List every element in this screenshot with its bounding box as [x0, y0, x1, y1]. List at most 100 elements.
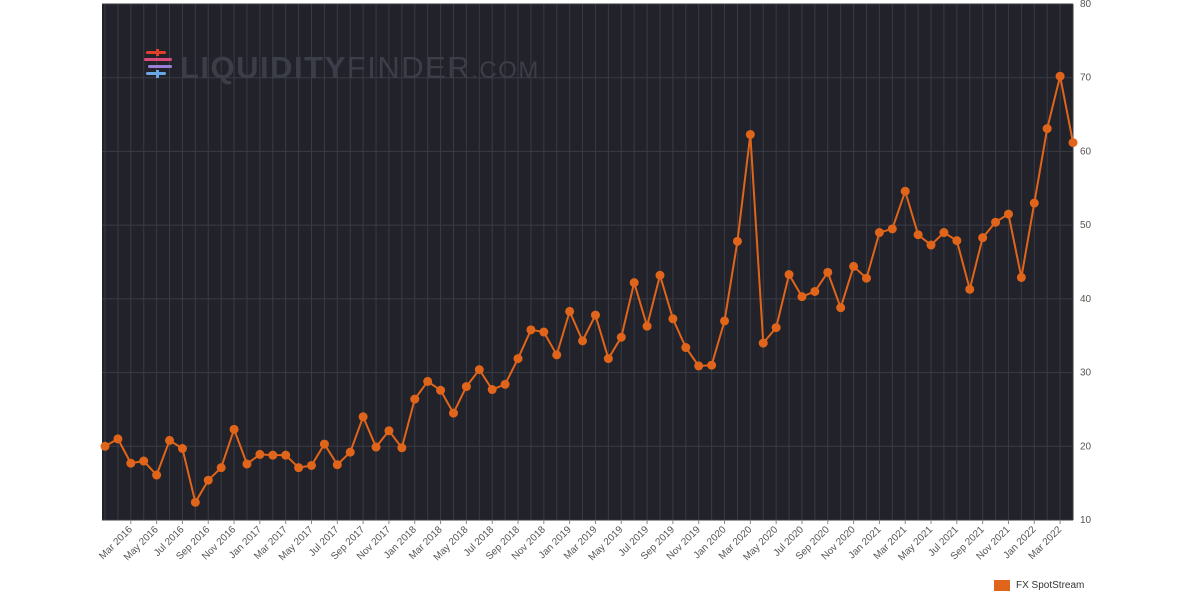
- data-point[interactable]: [358, 412, 368, 422]
- data-point[interactable]: [190, 497, 200, 507]
- data-point[interactable]: [1055, 71, 1065, 81]
- data-point[interactable]: [100, 441, 110, 451]
- data-point[interactable]: [500, 379, 510, 389]
- data-point[interactable]: [784, 270, 794, 280]
- data-point[interactable]: [126, 458, 136, 468]
- data-point[interactable]: [165, 435, 175, 445]
- data-point[interactable]: [1016, 272, 1026, 282]
- data-point[interactable]: [1029, 198, 1039, 208]
- data-point[interactable]: [371, 442, 381, 452]
- data-point[interactable]: [474, 365, 484, 375]
- data-point[interactable]: [1068, 138, 1078, 148]
- gridlines: [102, 3, 1074, 521]
- data-point[interactable]: [874, 228, 884, 238]
- legend-swatch-icon: [994, 580, 1010, 591]
- data-point[interactable]: [255, 449, 265, 459]
- data-point[interactable]: [926, 240, 936, 250]
- data-point[interactable]: [423, 376, 433, 386]
- data-point[interactable]: [590, 310, 600, 320]
- data-point[interactable]: [513, 354, 523, 364]
- watermark-brand-com: .COM: [471, 57, 540, 84]
- data-point[interactable]: [461, 382, 471, 392]
- y-tick-label: 60: [1080, 146, 1092, 157]
- legend[interactable]: FX SpotStream: [994, 580, 1084, 591]
- data-point[interactable]: [797, 292, 807, 302]
- y-axis: 10 20 30 40 50 60 70 80: [1080, 0, 1092, 526]
- y-tick-label: 70: [1080, 73, 1092, 84]
- data-point[interactable]: [758, 338, 768, 348]
- data-point[interactable]: [448, 408, 458, 418]
- y-tick-label: 30: [1080, 368, 1092, 379]
- plot-area: [102, 4, 1073, 520]
- data-point[interactable]: [603, 354, 613, 364]
- data-point[interactable]: [410, 394, 420, 404]
- data-point[interactable]: [1003, 209, 1013, 219]
- series-line: [104, 76, 1074, 505]
- data-point[interactable]: [978, 233, 988, 243]
- watermark-brand-liquidity: LIQUIDITY: [180, 50, 347, 85]
- data-point[interactable]: [642, 321, 652, 331]
- data-point[interactable]: [216, 463, 226, 473]
- data-point[interactable]: [655, 270, 665, 280]
- data-point[interactable]: [113, 434, 123, 444]
- y-tick-label: 20: [1080, 441, 1092, 452]
- data-point[interactable]: [578, 336, 588, 346]
- data-point[interactable]: [668, 314, 678, 324]
- data-point[interactable]: [836, 303, 846, 313]
- watermark: LIQUIDITYFINDER.COM: [144, 49, 540, 85]
- data-point[interactable]: [177, 443, 187, 453]
- data-point[interactable]: [900, 186, 910, 196]
- data-point[interactable]: [991, 217, 1001, 227]
- data-point[interactable]: [810, 286, 820, 296]
- data-point[interactable]: [487, 385, 497, 395]
- data-point[interactable]: [1042, 124, 1052, 134]
- series-points: [100, 71, 1078, 507]
- data-point[interactable]: [229, 424, 239, 434]
- data-point[interactable]: [242, 459, 252, 469]
- data-point[interactable]: [849, 261, 859, 271]
- data-point[interactable]: [268, 450, 278, 460]
- y-tick-label: 80: [1080, 0, 1092, 10]
- data-point[interactable]: [539, 327, 549, 337]
- data-point[interactable]: [861, 273, 871, 283]
- data-point[interactable]: [552, 350, 562, 360]
- data-point[interactable]: [681, 343, 691, 353]
- data-point[interactable]: [823, 267, 833, 277]
- data-point[interactable]: [745, 129, 755, 139]
- y-tick-label: 40: [1080, 294, 1092, 305]
- data-point[interactable]: [565, 306, 575, 316]
- data-point[interactable]: [319, 439, 329, 449]
- data-point[interactable]: [345, 447, 355, 457]
- data-point[interactable]: [887, 224, 897, 234]
- data-point[interactable]: [771, 323, 781, 333]
- data-point[interactable]: [616, 332, 626, 342]
- data-point[interactable]: [526, 325, 536, 335]
- data-point[interactable]: [384, 426, 394, 436]
- y-tick-label: 10: [1080, 515, 1092, 526]
- data-point[interactable]: [913, 230, 923, 240]
- data-point[interactable]: [939, 228, 949, 238]
- data-point[interactable]: [732, 236, 742, 246]
- liquidity-finder-logo-icon: [144, 49, 172, 78]
- data-point[interactable]: [965, 284, 975, 294]
- series-fx-spotstream: [100, 71, 1078, 507]
- legend-label: FX SpotStream: [1016, 580, 1085, 591]
- data-point[interactable]: [694, 361, 704, 371]
- svg-text:LIQUIDITYFINDER.COM: LIQUIDITYFINDER.COM: [180, 50, 540, 85]
- watermark-brand-finder: FINDER: [347, 50, 471, 85]
- data-point[interactable]: [952, 236, 962, 246]
- data-point[interactable]: [720, 316, 730, 326]
- data-point[interactable]: [707, 360, 717, 370]
- data-point[interactable]: [332, 460, 342, 470]
- data-point[interactable]: [139, 456, 149, 466]
- data-point[interactable]: [436, 385, 446, 395]
- data-point[interactable]: [203, 475, 213, 485]
- data-point[interactable]: [629, 278, 639, 288]
- data-point[interactable]: [294, 463, 304, 473]
- data-point[interactable]: [281, 450, 291, 460]
- data-point[interactable]: [307, 460, 317, 470]
- data-point[interactable]: [397, 443, 407, 453]
- data-point[interactable]: [152, 470, 162, 480]
